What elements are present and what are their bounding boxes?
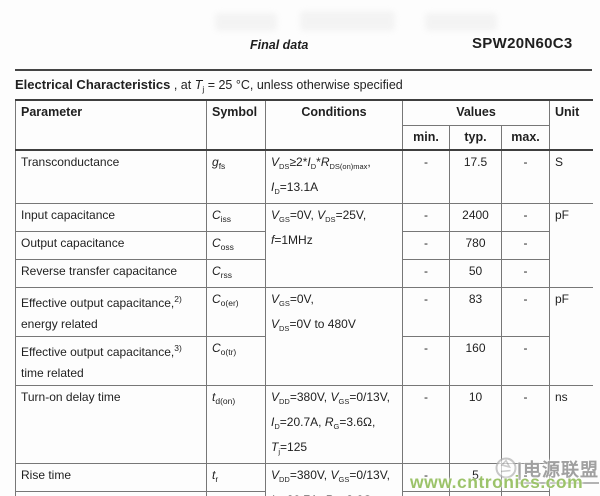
max-value-cell: - (501, 286, 550, 337)
typ-value-cell: 17.5 (449, 149, 502, 204)
symbol-cell: tr (206, 462, 266, 492)
conditions-cell: VGS=0V, VDS=25V, f=1MHz (265, 202, 403, 288)
watermark-brand: |电源联盟 (517, 456, 600, 484)
horizontal-rule (15, 69, 592, 71)
parameter-cell: Transconductance (15, 149, 207, 204)
max-value-cell: - (501, 258, 550, 288)
section-title-bold: Electrical Characteristics (15, 77, 171, 92)
table-header-row: Parameter Symbol Conditions Values Unit (15, 99, 593, 151)
header-parameter: Parameter (15, 99, 207, 151)
header-typ: typ. (449, 124, 502, 151)
conditions-cell: VDD=380V, VGS=0/13V, ID=20.7A, RG=3.6Ω, Tj… (265, 384, 403, 464)
typ-value-cell: 5 (449, 462, 502, 492)
symbol-cell: td(off) (206, 490, 266, 496)
parameter-cell: Effective output capacitance,3) time rela… (15, 335, 207, 386)
conditions-cell: VDS≥2*ID*RDS(on)max, ID=13.1A (265, 149, 403, 204)
symbol-cell: Coss (206, 230, 266, 260)
ec-table: Parameter Symbol Conditions Values Unit … (15, 99, 593, 496)
electrical-characteristics-table-wrap: Parameter Symbol Conditions Values Unit … (15, 99, 593, 496)
typ-value-cell: 2400 (449, 202, 502, 232)
max-value-cell: - (501, 335, 550, 386)
header-min: min. (402, 124, 450, 151)
min-value-cell: - (402, 258, 450, 288)
unit-cell: pF (549, 286, 593, 386)
table-subheader-row: min. typ. max. (16, 124, 593, 151)
table-row: Transconductance gfs VDS≥2*ID*RDS(on)max, I… (15, 149, 593, 204)
max-value-cell: - (501, 202, 550, 232)
parameter-cell: Turn-on delay time (15, 384, 207, 464)
unit-cell: ns (549, 384, 593, 496)
min-value-cell: - (402, 462, 450, 492)
tj-subscript: j (202, 84, 205, 94)
header-conditions: Conditions (265, 99, 403, 151)
section-title-rest: = 25 °C, unless otherwise specified (204, 78, 403, 92)
min-value-cell: - (402, 335, 450, 386)
typ-value-cell: 10 (449, 384, 502, 464)
doc-status-label: Final data (250, 38, 309, 52)
table-row: Input capacitance Ciss VGS=0V, VDS=25V, f=1… (15, 202, 593, 288)
header-unit: Unit (549, 99, 593, 151)
parameter-cell: Rise time (15, 462, 207, 492)
typ-value-cell: 50 (449, 258, 502, 288)
header-max: max. (501, 124, 550, 151)
min-value-cell: - (402, 384, 450, 464)
conditions-cell: VDD=380V, VGS=0/13V,ID=20.7A, RG=3.6Ω (265, 462, 403, 496)
section-title: Electrical Characteristics , at Tj = 25 … (15, 77, 403, 94)
parameter-cell: Reverse transfer capacitance (15, 258, 207, 288)
min-value-cell: - (402, 286, 450, 337)
tj-symbol: T (194, 78, 203, 92)
symbol-cell: gfs (206, 149, 266, 204)
conditions-cell: VGS=0V, VDS=0V to 480V (265, 286, 403, 386)
table-row: Output capacitance Coss -780- (15, 230, 593, 260)
table-row: Turn-on delay time td(on) VDD=380V, VGS=0/… (15, 384, 593, 496)
table-row: Effective output capacitance,2) energy re… (15, 286, 593, 386)
symbol-cell: td(on) (206, 384, 266, 464)
parameter-cell: Turn-off delay time (15, 490, 207, 496)
max-value-cell: - (501, 384, 550, 464)
min-value-cell: - (402, 202, 450, 232)
min-value-cell: - (402, 149, 450, 204)
min-value-cell: - (402, 230, 450, 260)
parameter-cell: Output capacitance (15, 230, 207, 260)
typ-value-cell: 780 (449, 230, 502, 260)
typ-value-cell: 83 (449, 286, 502, 337)
ghost-artifact (300, 11, 395, 31)
part-number: SPW20N60C3 (472, 35, 573, 52)
table-row: Effective output capacitance,3) time rela… (15, 335, 593, 386)
unit-cell: S (549, 149, 593, 204)
ghost-artifact (425, 13, 497, 31)
header-values: Values (402, 99, 550, 126)
watermark-url: www.cntronics.com (410, 472, 584, 492)
max-value-cell: - (501, 230, 550, 260)
symbol-cell: Co(er) (206, 286, 266, 337)
parameter-cell: Input capacitance (15, 202, 207, 232)
cntronics-logo-icon (495, 457, 517, 479)
symbol-cell: Co(tr) (206, 335, 266, 386)
section-title-mid: , at (170, 78, 195, 92)
unit-cell: pF (549, 202, 593, 288)
max-value-cell: - (501, 149, 550, 204)
table-row: Reverse transfer capacitance Crss -50- (15, 258, 593, 288)
parameter-cell: Effective output capacitance,2) energy re… (15, 286, 207, 337)
symbol-cell: Ciss (206, 202, 266, 232)
typ-value-cell: 160 (449, 335, 502, 386)
ghost-artifact (215, 13, 277, 31)
symbol-cell: Crss (206, 258, 266, 288)
header-symbol: Symbol (206, 99, 266, 151)
